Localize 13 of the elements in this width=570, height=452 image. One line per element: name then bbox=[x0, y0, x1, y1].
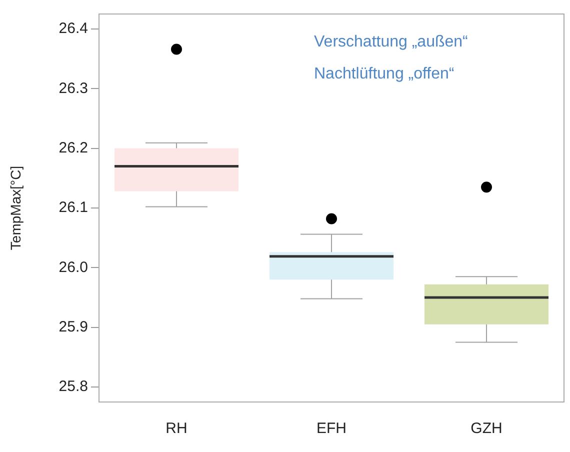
y-tick-label: 26.1 bbox=[58, 199, 88, 216]
y-tick-label: 26.0 bbox=[58, 258, 88, 276]
y-axis-title: TempMax[°C] bbox=[7, 166, 24, 250]
y-tick-label: 25.8 bbox=[58, 378, 88, 396]
y-tick-label: 26.2 bbox=[58, 139, 88, 156]
y-tick-label: 25.9 bbox=[58, 318, 88, 336]
x-tick-label: GZH bbox=[470, 420, 502, 438]
y-tick-label: 26.3 bbox=[58, 80, 88, 97]
annotation: Nachtlüftung „offen“ bbox=[314, 65, 454, 82]
x-tick-label: EFH bbox=[316, 420, 346, 438]
annotation: Verschattung „außen“ bbox=[314, 33, 468, 50]
y-tick-label: 26.4 bbox=[58, 20, 88, 38]
x-tick-label: RH bbox=[166, 420, 188, 438]
